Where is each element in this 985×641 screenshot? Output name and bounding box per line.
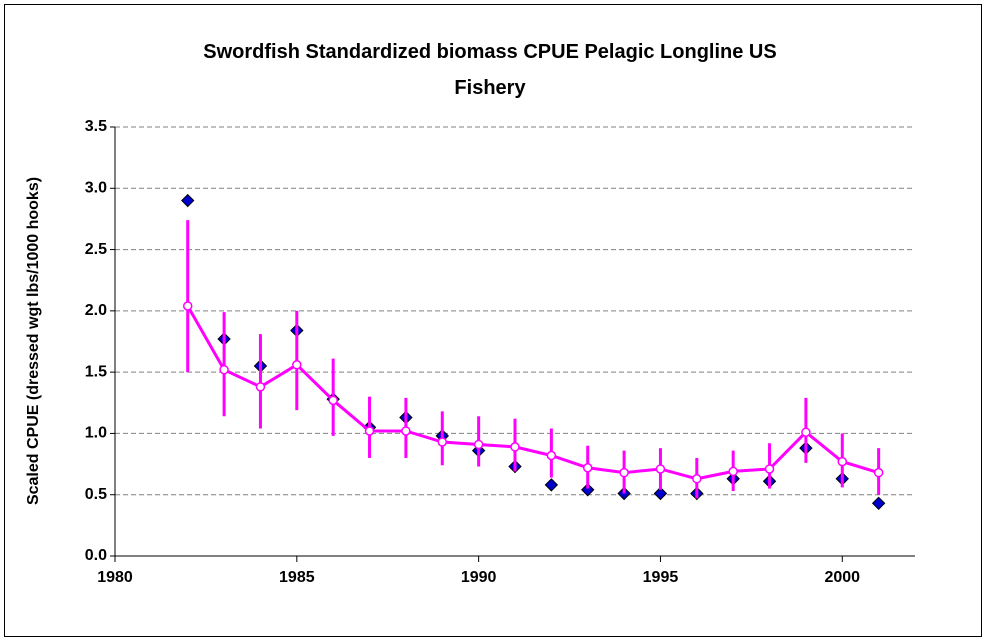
circle-marker (655, 464, 666, 474)
y-tick-label: 1.0 (85, 425, 107, 442)
circle-marker (728, 466, 738, 477)
x-tick-label: 1995 (643, 569, 679, 586)
circle-marker (546, 450, 557, 461)
circle-marker (873, 467, 884, 478)
circle-marker (801, 427, 811, 437)
y-tick-label: 2.0 (85, 302, 107, 319)
circle-marker (364, 426, 375, 436)
y-tick-label: 3.5 (85, 118, 107, 135)
circle-marker (292, 360, 302, 370)
circle-marker (764, 464, 775, 474)
y-tick-label: 0.5 (85, 486, 107, 503)
x-tick-label: 1990 (461, 569, 497, 586)
diamond-marker (544, 478, 559, 492)
diamond-marker (581, 483, 595, 497)
x-tick-label: 1980 (97, 569, 133, 586)
circle-marker (255, 382, 266, 392)
series-line (186, 305, 880, 481)
y-tick-label: 0.0 (85, 547, 107, 564)
chart-border (4, 4, 982, 637)
diamond-marker (181, 193, 195, 208)
circle-marker (473, 439, 484, 450)
chart-title: Swordfish Standardized biomass CPUE Pela… (203, 41, 777, 99)
diamond-marker (653, 486, 668, 501)
circle-marker (328, 395, 338, 406)
y-tick-label: 1.5 (85, 363, 107, 380)
circle-marker (619, 467, 629, 478)
circle-marker (182, 301, 193, 311)
circle-marker (582, 462, 593, 473)
circle-marker (437, 437, 448, 447)
x-tick-label: 2000 (824, 569, 860, 586)
diamond-marker (617, 486, 631, 501)
circle-marker (837, 456, 848, 467)
x-tick-label: 1985 (279, 569, 315, 586)
y-tick-label: 2.5 (85, 241, 107, 258)
y-tick-label: 3.0 (85, 180, 107, 197)
diamond-marker (871, 496, 886, 511)
circle-marker (219, 364, 229, 375)
circle-marker (401, 426, 411, 436)
circle-marker (692, 474, 702, 484)
circle-marker (510, 442, 520, 452)
y-axis-label: Scaled CPUE (dressed wgt lbs/1000 hooks) (25, 177, 42, 505)
